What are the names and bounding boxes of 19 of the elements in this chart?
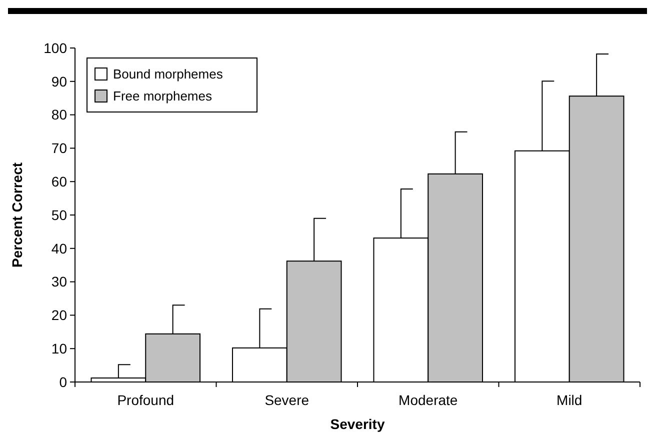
x-tick-label: Profound	[117, 392, 174, 408]
x-axis-title: Severity	[330, 416, 385, 432]
y-tick-label: 80	[51, 106, 68, 123]
y-tick-label: 0	[59, 374, 68, 390]
y-tick-label: 60	[51, 174, 68, 190]
y-tick-label: 50	[51, 206, 68, 223]
legend-label: Bound morphemes	[113, 66, 224, 82]
y-tick-label: 10	[51, 340, 68, 356]
legend-label: Free morphemes	[113, 88, 212, 104]
y-tick-label: 20	[51, 307, 68, 324]
y-tick-label: 70	[51, 140, 68, 156]
y-tick-label: 90	[51, 73, 68, 90]
x-tick-label: Moderate	[398, 392, 458, 408]
x-tick-label: Mild	[556, 392, 582, 408]
y-tick-label: 100	[44, 40, 68, 56]
y-tick-label: 30	[51, 274, 68, 290]
y-axis-title: Percent Correct	[9, 162, 25, 268]
x-tick-label: Severe	[264, 392, 310, 408]
y-tick-label: 40	[51, 240, 68, 256]
